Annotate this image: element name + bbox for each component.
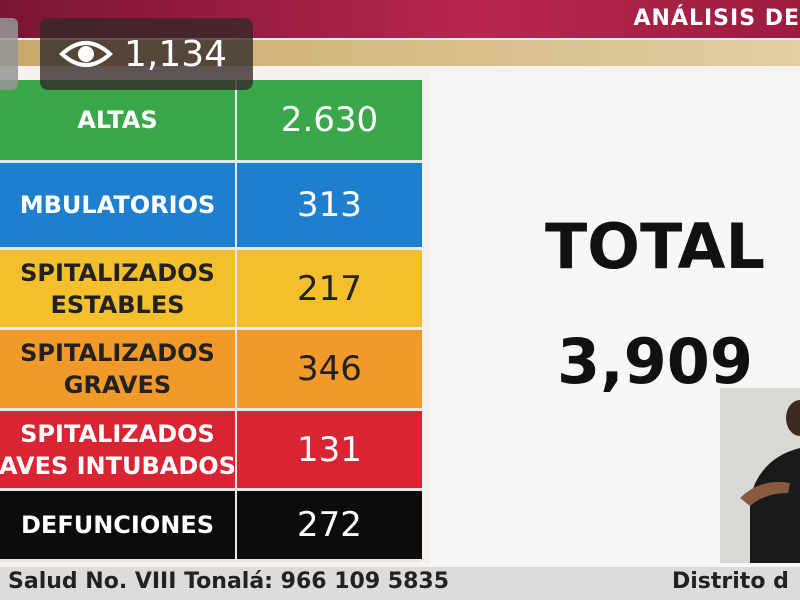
row-value: 217: [297, 268, 362, 309]
row-value: 2.630: [280, 100, 379, 140]
row-label: MBULATORIOS: [0, 163, 237, 247]
row-label-line: GRAVES: [63, 371, 172, 399]
interpreter-figure: [740, 400, 800, 563]
row-label: SPITALIZADOS GRAVES: [0, 330, 237, 408]
total-label: TOTAL: [545, 210, 765, 283]
table-row: ALTAS 2.630: [0, 80, 422, 163]
eye-icon: [59, 41, 113, 67]
view-count: 1,134: [124, 33, 228, 75]
row-label-line: SPITALIZADOS: [20, 419, 215, 448]
table-row: SPITALIZADOS ESTABLES 217: [0, 250, 422, 330]
ticker: Salud No. VIII Tonalá: 966 109 5835 Dist…: [0, 567, 800, 600]
stats-table: ALTAS 2.630 MBULATORIOS 313 SPITALIZADOS ESTA…: [0, 80, 422, 562]
row-value: 272: [297, 505, 362, 545]
row-value: 346: [297, 349, 362, 389]
banner-title: ANÁLISIS DE: [633, 6, 800, 31]
table-row: MBULATORIOS 313: [0, 163, 422, 250]
table-row: SPITALIZADOS GRAVES 346: [0, 330, 422, 411]
ticker-text: Distrito d: [672, 569, 789, 594]
row-label-line: ESTABLES: [50, 290, 185, 319]
row-label-line: SPITALIZADOS: [20, 258, 215, 287]
row-value: 313: [297, 185, 362, 225]
row-label: SPITALIZADOS ESTABLES: [0, 250, 237, 327]
ticker-text: Salud No. VIII Tonalá: 966 109 5835: [8, 569, 450, 594]
table-row: DEFUNCIONES 272: [0, 491, 422, 562]
total-value: 3,909: [556, 325, 754, 398]
row-label: SPITALIZADOS AVES INTUBADOS: [0, 411, 237, 488]
row-label-line: AVES INTUBADOS: [0, 451, 236, 480]
table-row: SPITALIZADOS AVES INTUBADOS 131: [0, 411, 422, 491]
row-value: 131: [297, 429, 362, 470]
row-label: ALTAS: [0, 80, 237, 160]
view-counter: 1,134: [40, 18, 253, 90]
row-label-line: MBULATORIOS: [19, 191, 216, 219]
row-label-line: DEFUNCIONES: [21, 511, 214, 539]
row-label-line: SPITALIZADOS: [20, 339, 215, 367]
side-button[interactable]: [0, 18, 18, 90]
row-label: DEFUNCIONES: [0, 491, 237, 559]
row-label-line: ALTAS: [77, 106, 158, 134]
interpreter-video: [720, 388, 800, 563]
